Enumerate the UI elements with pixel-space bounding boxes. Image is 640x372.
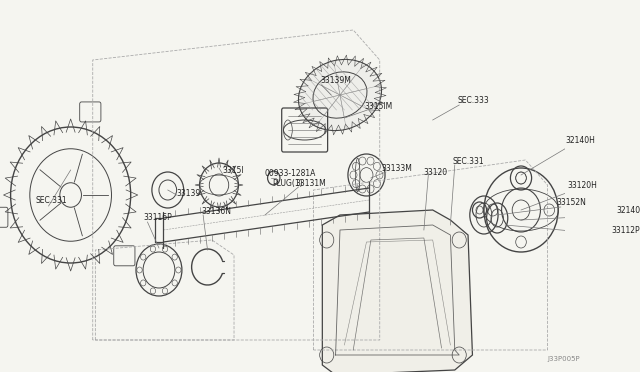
Text: SEC.331: SEC.331: [452, 157, 484, 166]
Text: 33133M: 33133M: [381, 164, 412, 173]
Text: 00933-1281A: 00933-1281A: [265, 169, 316, 177]
Ellipse shape: [298, 60, 381, 131]
Text: 33120H: 33120H: [567, 180, 597, 189]
Text: 32140H: 32140H: [565, 135, 595, 144]
Text: 33136N: 33136N: [202, 206, 231, 215]
Polygon shape: [323, 210, 472, 372]
Text: 32140N: 32140N: [616, 205, 640, 215]
Text: 33139: 33139: [177, 189, 201, 198]
Text: PLUG(1): PLUG(1): [272, 179, 303, 187]
Text: 33120: 33120: [424, 167, 448, 176]
Text: 33112P: 33112P: [611, 225, 640, 234]
Text: 33116P: 33116P: [143, 212, 172, 221]
Text: 33139M: 33139M: [321, 76, 351, 84]
Text: J33P005P: J33P005P: [547, 356, 580, 362]
Text: 33131M: 33131M: [296, 179, 326, 187]
Text: 33152N: 33152N: [556, 198, 586, 206]
Text: 3315IM: 3315IM: [365, 102, 393, 110]
Text: SEC.331: SEC.331: [35, 196, 67, 205]
Text: 3315I: 3315I: [223, 166, 244, 174]
Text: SEC.333: SEC.333: [458, 96, 489, 105]
